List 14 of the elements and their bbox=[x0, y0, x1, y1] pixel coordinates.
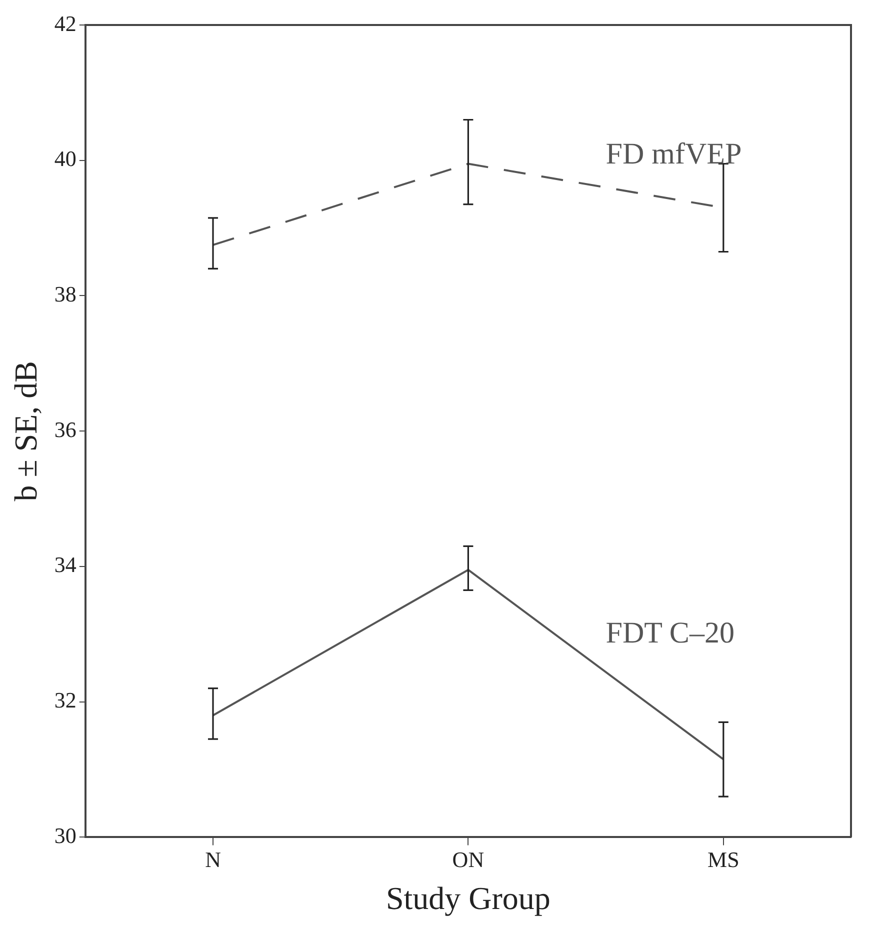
y-tick-label: 42 bbox=[54, 10, 76, 36]
y-tick-label: 34 bbox=[54, 552, 76, 578]
x-tick-label: MS bbox=[708, 847, 740, 872]
y-tick-label: 32 bbox=[54, 688, 76, 713]
x-tick-label: ON bbox=[452, 847, 484, 872]
y-tick-label: 36 bbox=[54, 416, 76, 442]
series-label: FD mfVEP bbox=[606, 138, 742, 171]
x-axis-title: Study Group bbox=[386, 880, 550, 916]
y-tick-label: 40 bbox=[54, 146, 76, 172]
y-tick-label: 30 bbox=[54, 822, 76, 848]
x-tick-label: N bbox=[205, 847, 222, 872]
y-axis-title: b ± SE, dB bbox=[8, 360, 44, 502]
series-label: FDT C–20 bbox=[606, 616, 734, 650]
y-tick-label: 38 bbox=[54, 282, 76, 307]
